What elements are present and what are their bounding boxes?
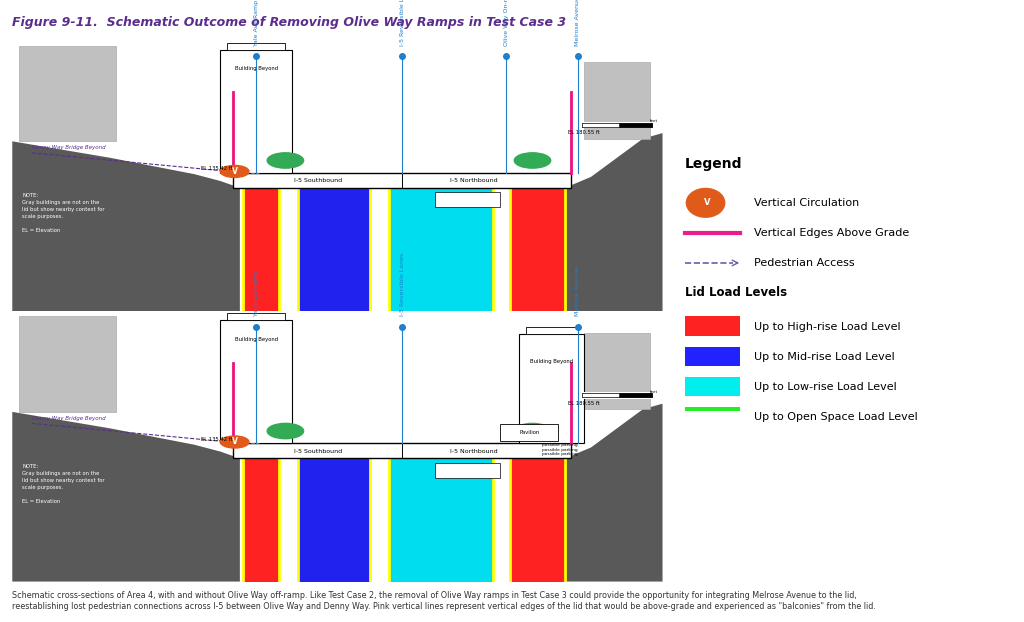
Text: Melrose Avenue: Melrose Avenue [575,266,581,316]
Bar [220,50,292,173]
Text: Pavilion: Pavilion [519,430,540,435]
Text: Up to High-rise Load Level: Up to High-rise Load Level [755,322,901,332]
Text: Denny Way Bridge Beyond: Denny Way Bridge Beyond [32,145,105,150]
Bar [519,334,585,443]
Bar [526,327,578,334]
Text: I-5 Reversible Lanes: I-5 Reversible Lanes [400,253,404,316]
Bar [18,45,117,141]
Bar [585,333,649,409]
Circle shape [686,188,725,217]
Bar [578,122,656,128]
Text: I-5 Southbound: I-5 Southbound [294,178,342,183]
Circle shape [267,153,303,168]
Bar [227,43,286,50]
Bar [685,317,740,336]
Bar [578,392,656,399]
Circle shape [220,165,249,177]
Circle shape [514,153,551,168]
Text: NOTE:
Gray buildings are not on the
lid but show nearby context for
scale purpos: NOTE: Gray buildings are not on the lid … [23,193,104,233]
Text: Lid Load Levels: Lid Load Levels [685,286,786,299]
Bar [500,424,558,440]
Text: Denny Way Bridge Beyond: Denny Way Bridge Beyond [32,415,105,420]
Bar [389,458,494,582]
Text: Yale Ave Ramp: Yale Ave Ramp [254,270,259,316]
Text: I-5 Reversible Lanes: I-5 Reversible Lanes [400,0,404,45]
Bar [227,313,286,320]
Text: Building Beyond: Building Beyond [234,67,278,72]
Text: possible parking: possible parking [543,448,578,452]
Text: EL 135.42 ft: EL 135.42 ft [201,166,232,171]
Text: I-5 Northbound: I-5 Northbound [451,448,498,453]
Bar [220,320,292,443]
Bar [243,458,279,582]
Bar [18,316,117,412]
Text: Legend: Legend [685,157,742,171]
Text: Up to Mid-rise Load Level: Up to Mid-rise Load Level [755,352,895,362]
Text: Yale Ave Ramp: Yale Ave Ramp [254,0,259,45]
Circle shape [514,424,551,439]
Text: possible parking: possible parking [543,452,578,457]
Bar [243,188,279,311]
Text: Melrose Avenue: Melrose Avenue [575,0,581,45]
Text: V: V [231,167,238,176]
Text: Pedestrian Access: Pedestrian Access [755,258,855,268]
Text: Olive Way On-ramp: Olive Way On-ramp [504,0,509,45]
Text: EL 180.55 ft: EL 180.55 ft [568,401,600,406]
Bar [510,188,565,311]
Text: V: V [231,437,238,447]
Bar [685,376,740,396]
Polygon shape [12,404,663,582]
Text: EL 180.55 ft: EL 180.55 ft [568,131,600,136]
Text: Schematic cross-sections of Area 4, with and without Olive Way off-ramp. Like Te: Schematic cross-sections of Area 4, with… [12,592,877,611]
Text: feet: feet [649,390,657,394]
Bar [233,173,571,188]
Text: Building Beyond: Building Beyond [530,359,573,364]
Bar [298,458,370,582]
Circle shape [220,436,249,448]
Text: I-5 Northbound: I-5 Northbound [451,178,498,183]
Text: Building Beyond: Building Beyond [234,337,278,342]
Text: Vertical Edges Above Grade: Vertical Edges Above Grade [755,228,909,238]
Text: V: V [705,198,711,207]
Text: feet: feet [649,119,657,123]
Bar [510,458,565,582]
Bar [435,192,500,207]
Text: possible parking: possible parking [543,443,578,447]
Text: NOTE:
Gray buildings are not on the
lid but show nearby context for
scale purpos: NOTE: Gray buildings are not on the lid … [23,464,104,504]
Polygon shape [12,133,663,311]
Bar [389,188,494,311]
Text: Vertical Circulation: Vertical Circulation [755,198,859,208]
Text: Up to Open Space Load Level: Up to Open Space Load Level [755,412,919,422]
Circle shape [267,424,303,439]
Bar [685,346,740,366]
Bar [585,62,649,139]
Bar [298,188,370,311]
Text: I-5 Southbound: I-5 Southbound [294,448,342,453]
Text: Figure 9-11.  Schematic Outcome of Removing Olive Way Ramps in Test Case 3: Figure 9-11. Schematic Outcome of Removi… [12,16,566,29]
Bar [233,443,571,458]
Text: EL 135.42 ft: EL 135.42 ft [201,437,232,442]
Text: Up to Low-rise Load Level: Up to Low-rise Load Level [755,382,897,392]
Bar [435,463,500,478]
Bar [685,407,740,426]
